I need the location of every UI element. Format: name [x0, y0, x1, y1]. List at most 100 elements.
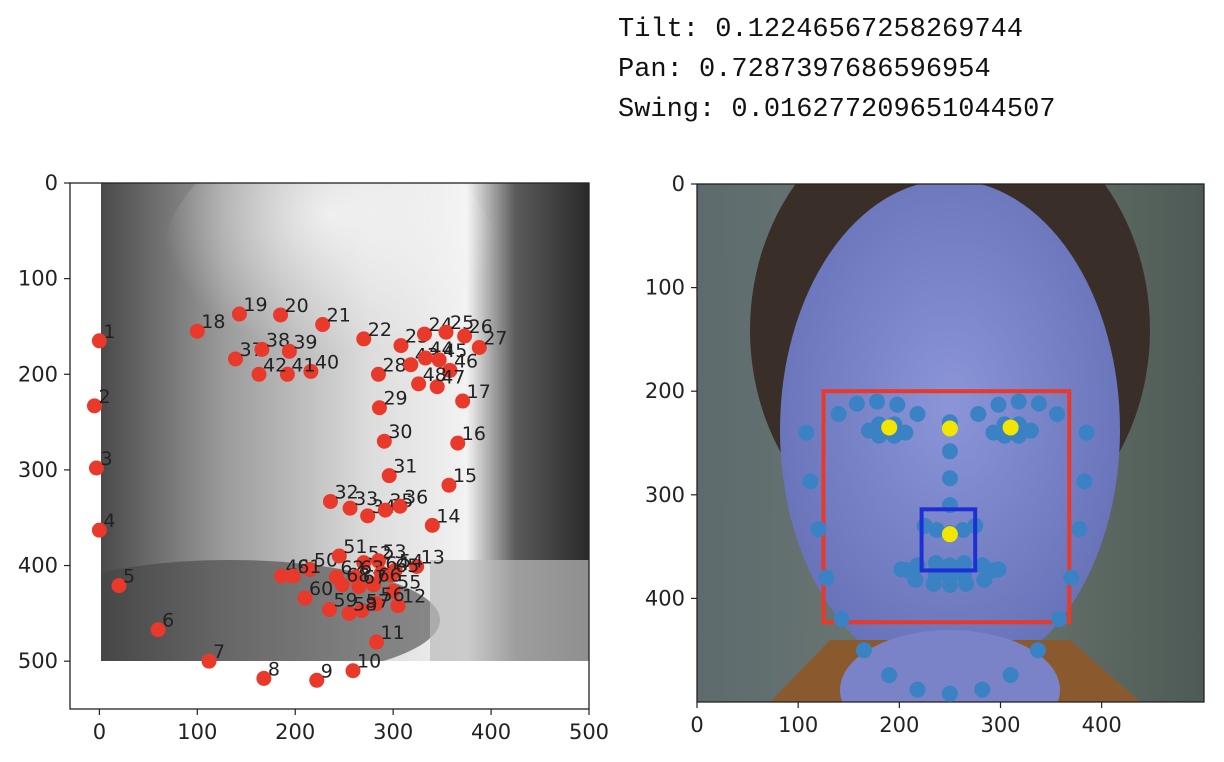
landmark-point [302, 561, 318, 577]
landmark-label: 27 [483, 327, 507, 349]
landmark-label: 7 [213, 641, 225, 663]
landmark-point [231, 306, 247, 322]
landmark-point [455, 393, 471, 409]
tilt-line: Tilt: 0.12246567258269744 [618, 10, 1055, 50]
landmark-point [303, 363, 319, 379]
landmark-point [941, 470, 958, 487]
landmark-point [909, 405, 926, 422]
landmark-point [833, 611, 850, 628]
x-tick-label: 300 [980, 713, 1020, 737]
landmark-point [111, 578, 127, 594]
landmark-point [342, 500, 358, 516]
landmark-label: 59 [334, 590, 358, 612]
landmark-point [438, 324, 454, 340]
x-tick-label: 0 [93, 720, 106, 744]
landmark-point [941, 568, 958, 585]
landmark-point [356, 331, 372, 347]
landmark-point [369, 634, 385, 650]
landmark-point [273, 307, 289, 323]
landmark-point [471, 339, 487, 355]
landmark-label: 36 [404, 486, 428, 508]
x-tick-label: 400 [471, 720, 511, 744]
landmark-point [91, 522, 107, 538]
right-landmarks [798, 389, 1095, 702]
landmark-point [429, 379, 445, 395]
axes-frame [69, 182, 590, 710]
landmark-point [941, 685, 958, 702]
landmark-label: 55 [397, 571, 421, 593]
landmark-point [370, 366, 386, 382]
landmark-point [899, 562, 916, 579]
landmark-point [411, 376, 427, 392]
landmark-point [848, 395, 865, 412]
landmark-point [990, 396, 1007, 413]
landmark-point [810, 520, 827, 537]
grayscale-face-image [101, 183, 589, 661]
landmark-label: 54 [399, 550, 423, 572]
landmark-label: 38 [266, 329, 290, 351]
x-tick-label: 0 [690, 713, 703, 737]
landmark-label: 40 [315, 351, 339, 373]
landmark-label: 1 [103, 321, 115, 343]
landmark-label: 32 [334, 481, 358, 503]
landmark-point [955, 522, 972, 539]
landmark-point [334, 577, 350, 593]
landmark-point [424, 517, 440, 533]
landmark-point [393, 338, 409, 354]
y-tick-label: 400 [645, 586, 685, 610]
axes-frame [696, 183, 1205, 703]
landmark-point [366, 577, 382, 593]
landmark-point [369, 596, 385, 612]
swing-value: 0.016277209651044507 [731, 95, 1056, 125]
landmark-label: 65 [395, 555, 419, 577]
x-tick-label: 100 [778, 713, 818, 737]
landmark-point [802, 473, 819, 490]
landmark-point [1002, 667, 1019, 684]
face-bounding-box [821, 389, 1072, 625]
landmark-point [360, 508, 376, 524]
landmark-point [356, 555, 372, 571]
landmark-point [371, 400, 387, 416]
landmark-point [889, 396, 906, 413]
landmark-point [390, 598, 406, 614]
landmark-point [281, 343, 297, 359]
landmark-label: 25 [450, 312, 474, 334]
landmark-label: 53 [382, 541, 406, 563]
landmark-point [274, 568, 290, 584]
landmark-point [417, 350, 433, 366]
landmark-point [1076, 473, 1093, 490]
landmark-point [1049, 405, 1066, 422]
tilt-value: 0.12246567258269744 [715, 15, 1024, 45]
key-point [941, 526, 958, 543]
landmark-label: 33 [354, 488, 378, 510]
x-tick-label: 200 [275, 720, 315, 744]
swing-line: Swing: 0.016277209651044507 [618, 90, 1055, 130]
landmark-point [1071, 520, 1088, 537]
x-tick-label: 500 [569, 720, 609, 744]
left-axes: 0 100 200 300 400 500 0 100 200 300 400 500 [18, 171, 609, 744]
landmark-label: 15 [453, 465, 477, 487]
landmark-point [970, 405, 987, 422]
key-point [1002, 419, 1019, 436]
landmark-label: 51 [343, 536, 367, 558]
landmark-label: 3 [100, 448, 112, 470]
landmark-point [1029, 642, 1046, 659]
landmark-point [1010, 393, 1027, 410]
key-point [941, 420, 958, 437]
landmark-point [254, 341, 270, 357]
landmark-point [928, 522, 945, 539]
y-tick-label: 200 [645, 379, 685, 403]
y-tick-label: 0 [45, 171, 58, 195]
landmark-point [354, 602, 370, 618]
landmark-point [331, 548, 347, 564]
landmark-point [285, 568, 301, 584]
y-tick-label: 300 [18, 458, 58, 482]
landmark-point [189, 323, 205, 339]
landmark-point [416, 326, 432, 342]
landmark-label: 41 [291, 354, 315, 376]
landmark-label: 4 [103, 510, 115, 532]
y-tick-label: 300 [645, 483, 685, 507]
landmark-label: 16 [462, 423, 486, 445]
landmark-point [442, 362, 458, 378]
landmark-point [385, 583, 401, 599]
